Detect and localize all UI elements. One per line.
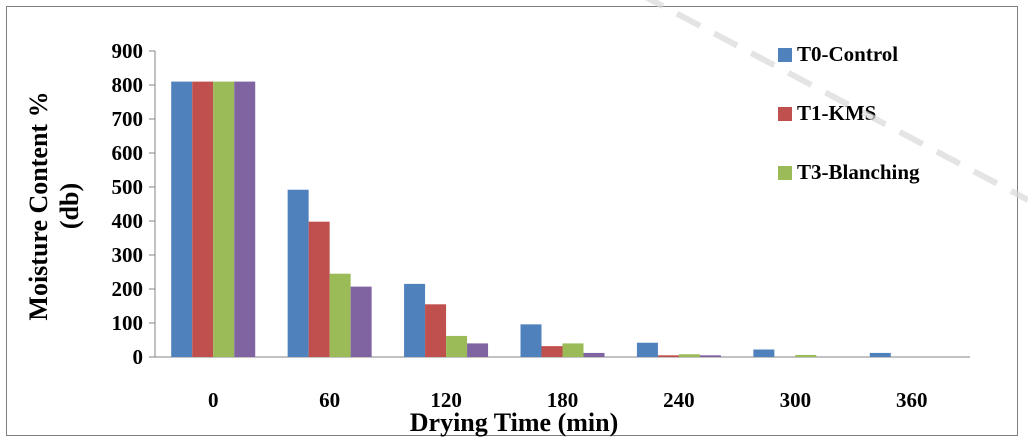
- bar: [678, 354, 700, 357]
- y-tick-label: 500: [112, 175, 144, 199]
- y-tick-label: 600: [112, 141, 144, 165]
- y-tick-label: 300: [112, 243, 144, 267]
- x-axis-title: Drying Time (min): [410, 408, 618, 437]
- bar: [562, 343, 584, 357]
- x-tick-label: 300: [780, 388, 812, 412]
- bar: [171, 81, 193, 357]
- bar: [636, 342, 658, 357]
- x-tick-label: 240: [663, 388, 695, 412]
- bar: [795, 354, 817, 357]
- x-tick-label: 120: [430, 388, 462, 412]
- bar: [699, 355, 721, 357]
- y-tick-label: 900: [112, 39, 144, 63]
- bar: [657, 355, 679, 357]
- bar: [583, 352, 605, 357]
- bar: [541, 346, 563, 357]
- bar: [287, 189, 309, 357]
- bar: [192, 81, 214, 357]
- y-axis-title-line-2: (db): [55, 183, 84, 229]
- bar: [213, 81, 235, 357]
- x-tick-label: 180: [547, 388, 579, 412]
- legend-label: T3-Blanching: [797, 160, 920, 184]
- y-tick-label: 400: [112, 209, 144, 233]
- bar: [308, 221, 330, 357]
- bar: [329, 273, 351, 357]
- bar: [869, 352, 891, 357]
- y-tick-label: 100: [112, 311, 144, 335]
- x-tick-label: 0: [208, 388, 219, 412]
- y-tick-label: 0: [133, 345, 144, 369]
- y-tick-label: 200: [112, 277, 144, 301]
- bar: [467, 343, 489, 357]
- y-axis-title: Moisture Content % (db): [24, 91, 84, 320]
- bar: [520, 324, 542, 357]
- bar: [753, 349, 775, 357]
- bar: [350, 286, 372, 357]
- legend-swatch: [778, 166, 792, 180]
- bar: [446, 335, 468, 357]
- legend-swatch: [778, 48, 792, 62]
- plot-area: 0 100 200 300 400 500 600 700 800 900 0 60 120 180 240…: [112, 39, 970, 412]
- bar: [404, 283, 426, 357]
- y-axis-title-line-1: Moisture Content %: [24, 91, 53, 320]
- bar: [234, 81, 256, 357]
- x-tick-label: 360: [896, 388, 928, 412]
- x-tick-label: 60: [319, 388, 340, 412]
- bar: [425, 304, 447, 357]
- y-tick-label: 700: [112, 107, 144, 131]
- legend-label: T0-Control: [797, 42, 898, 66]
- y-tick-label: 800: [112, 73, 144, 97]
- legend-swatch: [778, 107, 792, 121]
